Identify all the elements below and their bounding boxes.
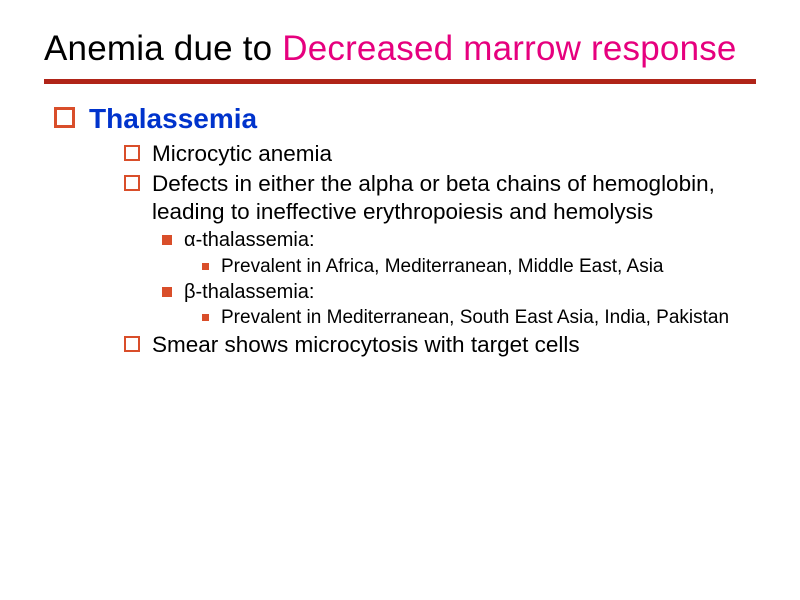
- list-item: Prevalent in Africa, Mediterranean, Midd…: [202, 255, 756, 278]
- filled-square-bullet-icon: [162, 287, 172, 297]
- title-text: Anemia due to Decreased marrow response: [44, 28, 756, 69]
- list-item: Defects in either the alpha or beta chai…: [124, 170, 756, 225]
- body-text: Prevalent in Africa, Mediterranean, Midd…: [221, 255, 664, 278]
- list-item: Smear shows microcytosis with target cel…: [124, 331, 756, 358]
- title-accent-part: Decreased marrow response: [282, 29, 736, 68]
- hollow-square-bullet-icon: [54, 107, 75, 128]
- heading-text: Thalassemia: [89, 102, 257, 136]
- small-square-bullet-icon: [202, 263, 209, 270]
- hollow-square-bullet-icon: [124, 336, 140, 352]
- slide-title: Anemia due to Decreased marrow response: [44, 28, 756, 69]
- list-item: β-thalassemia:: [162, 280, 756, 304]
- body-text: Microcytic anemia: [152, 140, 332, 167]
- body-text: β-thalassemia:: [184, 280, 314, 304]
- title-plain-part: Anemia due to: [44, 29, 282, 68]
- body-text: α-thalassemia:: [184, 228, 315, 252]
- body-text: Prevalent in Mediterranean, South East A…: [221, 306, 729, 329]
- list-item: Microcytic anemia: [124, 140, 756, 167]
- slide-body: Thalassemia Microcytic anemia Defects in…: [44, 102, 756, 358]
- slide: Anemia due to Decreased marrow response …: [0, 0, 800, 600]
- list-item: α-thalassemia:: [162, 228, 756, 252]
- hollow-square-bullet-icon: [124, 145, 140, 161]
- body-text: Defects in either the alpha or beta chai…: [152, 170, 756, 225]
- body-text: Smear shows microcytosis with target cel…: [152, 331, 580, 358]
- list-item: Prevalent in Mediterranean, South East A…: [202, 306, 756, 329]
- list-item: Thalassemia: [54, 102, 756, 136]
- filled-square-bullet-icon: [162, 235, 172, 245]
- hollow-square-bullet-icon: [124, 175, 140, 191]
- title-underline: [44, 79, 756, 84]
- small-square-bullet-icon: [202, 314, 209, 321]
